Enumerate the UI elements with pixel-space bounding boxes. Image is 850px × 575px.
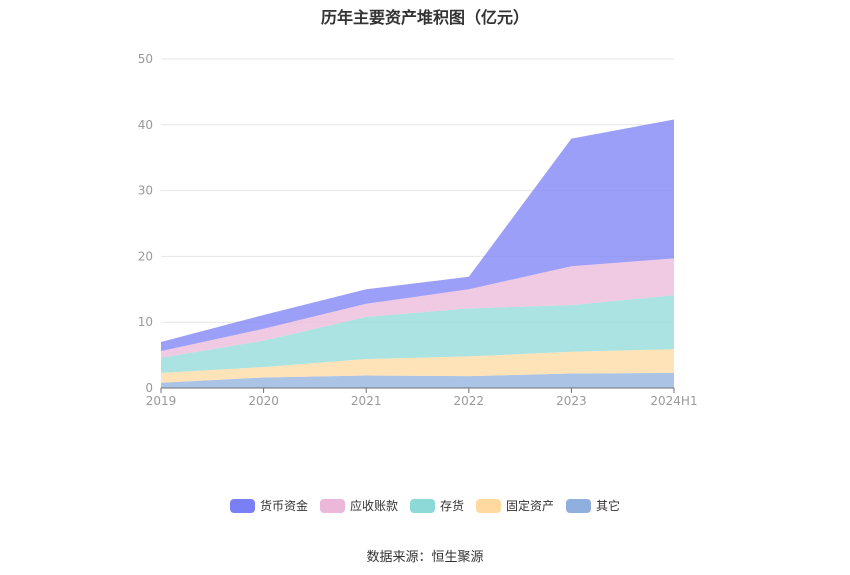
y-axis-labels: 0 10 20 30 40 50: [138, 52, 153, 395]
x-tick-label: 2023: [556, 394, 587, 408]
y-tick-label: 20: [138, 249, 153, 263]
legend-item[interactable]: 固定资产: [476, 497, 554, 514]
legend-item[interactable]: 存货: [409, 497, 464, 514]
area-应收账款: [161, 258, 674, 358]
area-series: [161, 119, 674, 388]
area-存货: [161, 295, 674, 373]
data-source-note: 数据来源：恒生聚源: [366, 550, 484, 565]
area-货币资金: [161, 119, 674, 352]
x-tick-label: 2024H1: [650, 394, 697, 408]
legend-swatch: [229, 498, 255, 513]
legend-label: 应收账款: [349, 499, 398, 513]
legend-swatch: [409, 498, 435, 513]
legend-label: 固定资产: [506, 499, 555, 513]
y-tick-label: 30: [138, 184, 153, 198]
area-固定资产: [161, 349, 674, 383]
x-axis-labels: 2019 2020 2021 2022 2023 2024H1: [146, 394, 698, 408]
x-tick-label: 2020: [248, 394, 279, 408]
legend-label: 货币资金: [259, 499, 308, 513]
legend-item[interactable]: 其它: [566, 497, 620, 514]
y-tick-label: 10: [138, 315, 153, 329]
y-tick-label: 50: [138, 52, 153, 66]
legend-item[interactable]: 应收账款: [319, 497, 398, 514]
area-其它: [161, 372, 674, 388]
x-tick-label: 2019: [146, 394, 177, 408]
chart-title: 历年主要资产堆积图（亿元）: [320, 8, 529, 27]
legend-label: 存货: [439, 499, 464, 513]
x-tick-label: 2022: [454, 394, 485, 408]
y-tick-label: 0: [145, 381, 153, 395]
legend-swatch: [566, 498, 592, 513]
y-tick-label: 40: [138, 118, 153, 132]
legend-label: 其它: [596, 499, 621, 513]
x-tick-label: 2021: [351, 394, 382, 408]
legend-swatch: [476, 498, 501, 513]
legend-swatch: [319, 498, 345, 513]
legend-item[interactable]: 货币资金: [229, 497, 308, 514]
x-axis: [160, 387, 675, 393]
legend: 货币资金 应收账款 存货 固定资产 其它: [0, 497, 850, 514]
